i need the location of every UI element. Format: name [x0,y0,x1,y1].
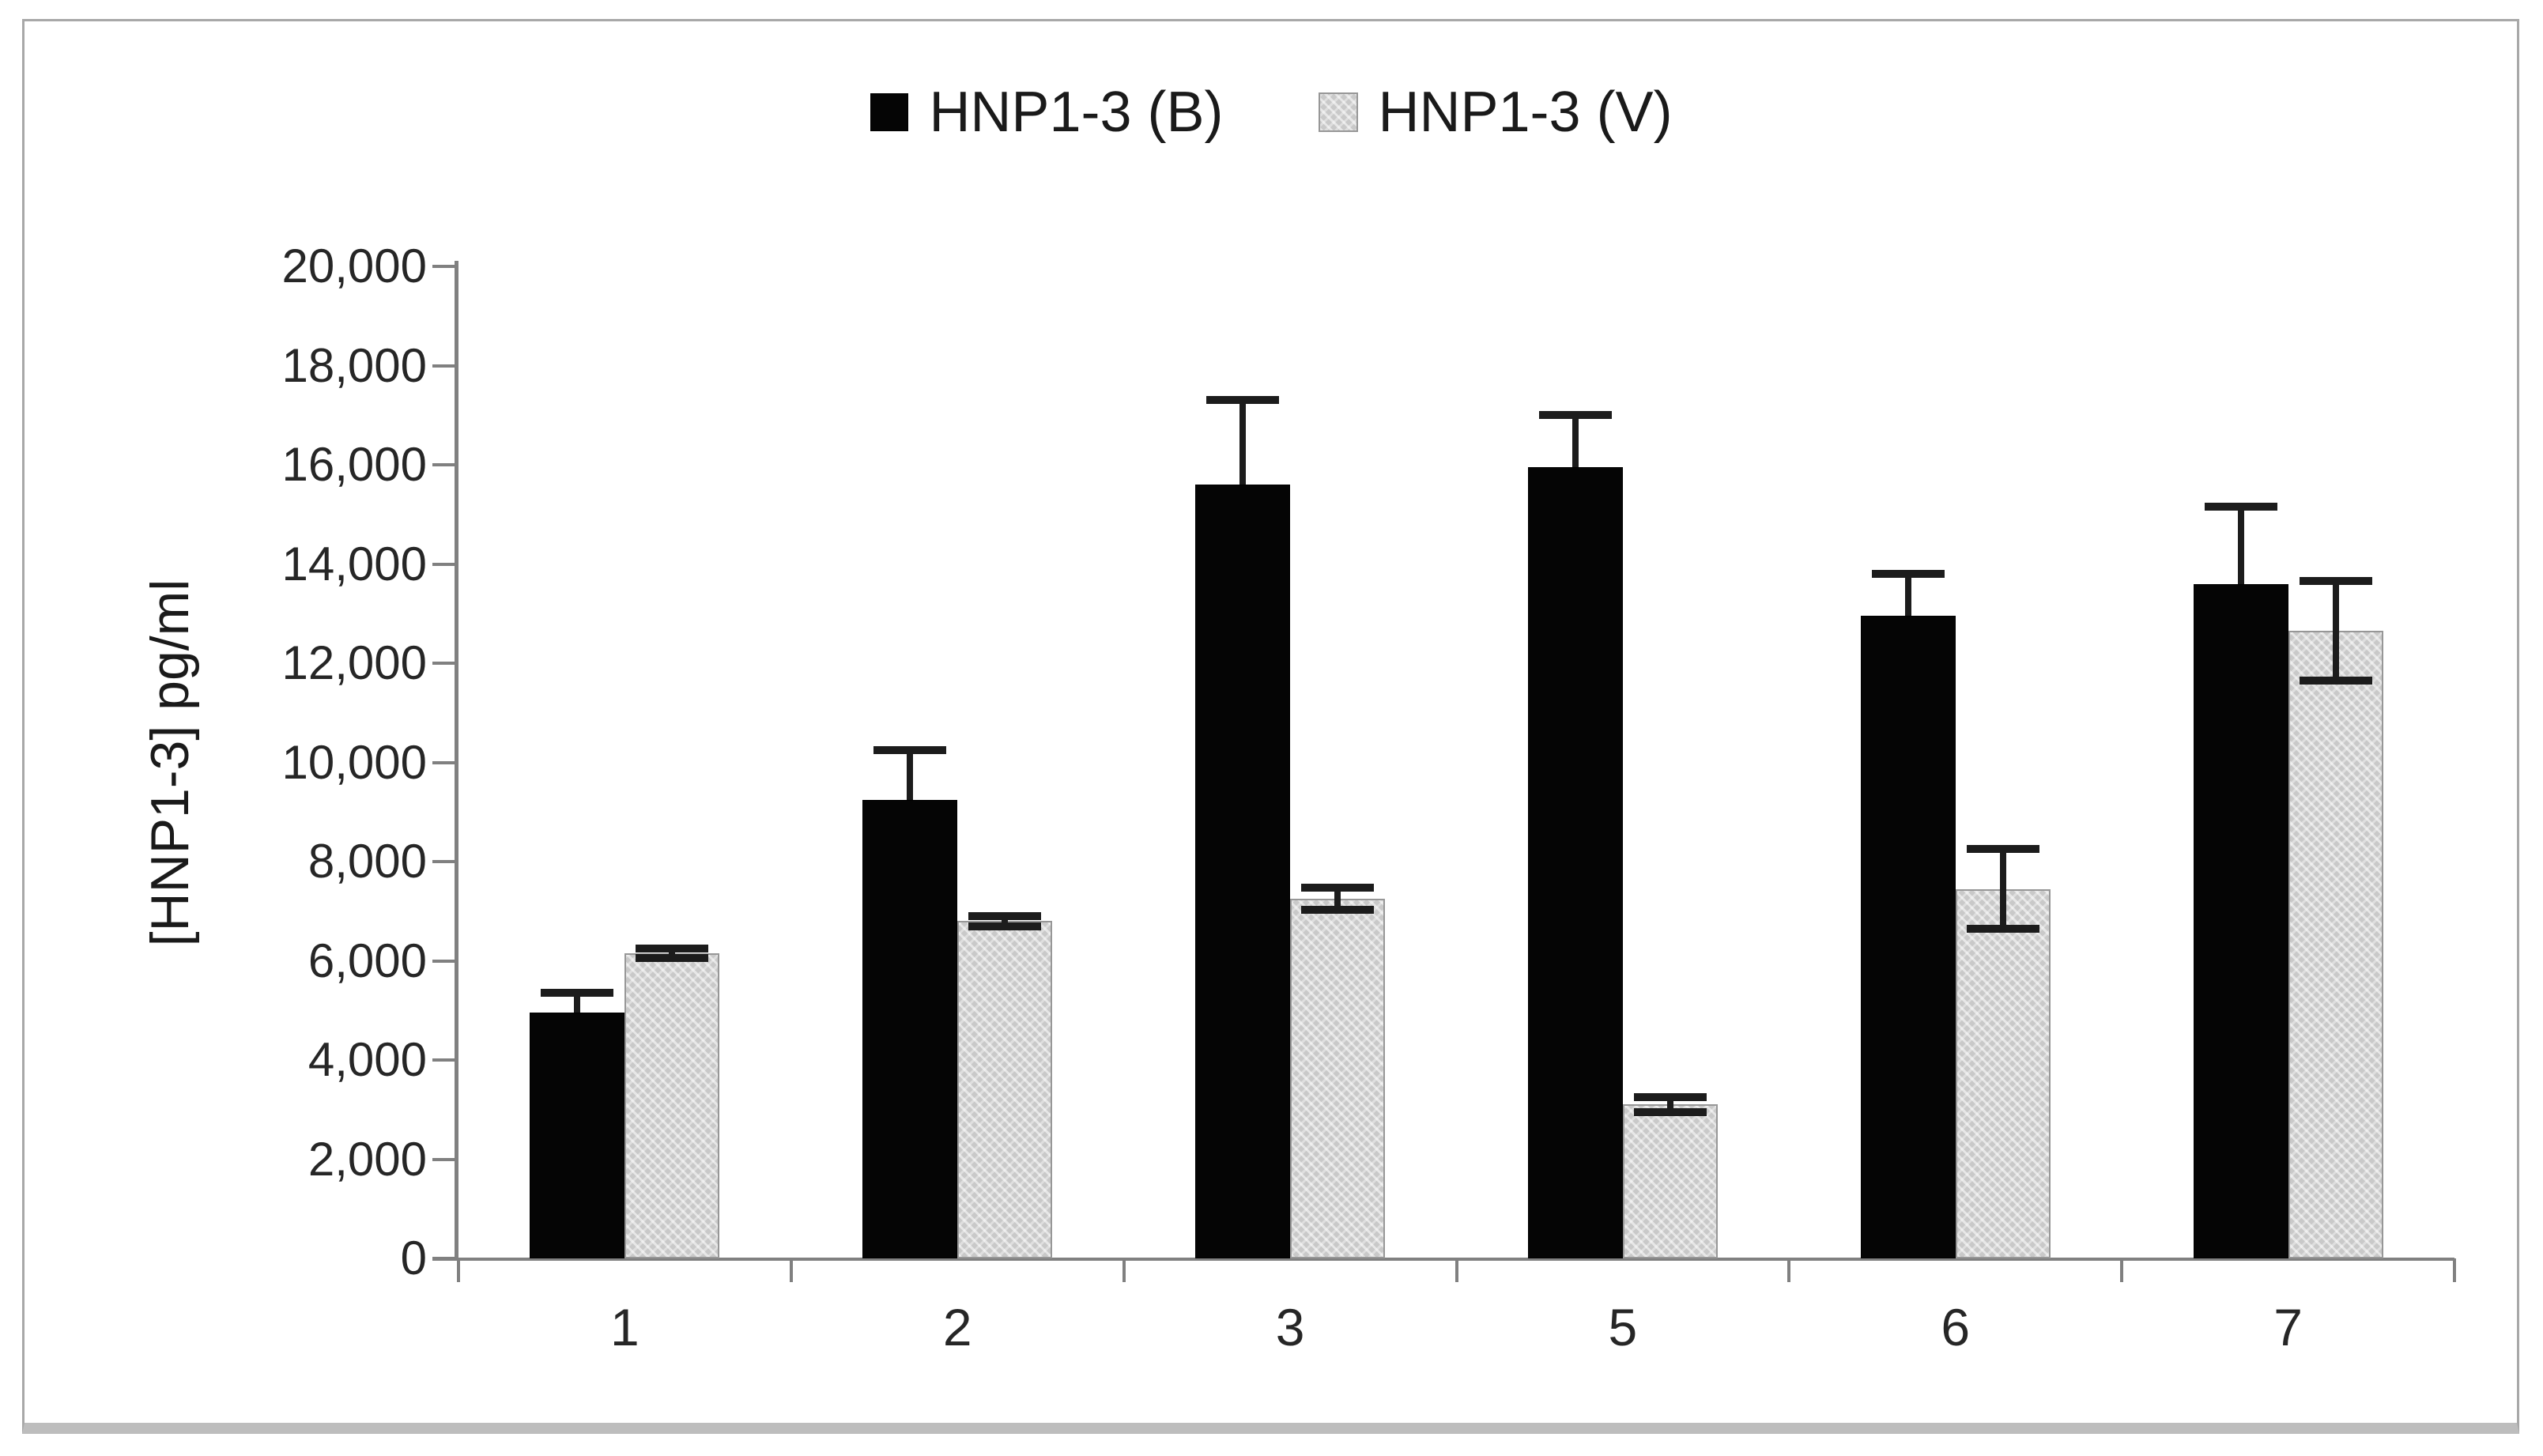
error-whisker-v-cat1 [669,948,676,959]
bar-hnp1-3-b-cat5 [1527,467,1623,1258]
y-tick [432,463,455,466]
x-tick [789,1258,793,1282]
y-tick [432,1157,455,1161]
y-tick-label: 2,000 [307,1132,427,1186]
bar-hnp1-3-v-cat2 [957,921,1053,1258]
error-cap-top-v-cat1 [636,944,709,952]
error-cap-top-v-cat2 [968,912,1042,921]
error-whisker-v-cat6 [1999,849,2006,929]
error-cap-bottom-v-cat7 [2299,676,2372,685]
error-cap-top-b-cat5 [1538,411,1612,420]
y-tick-label: 6,000 [307,934,427,987]
error-cap-top-v-cat7 [2299,577,2372,586]
x-tick [1454,1258,1458,1282]
y-tick [432,662,455,665]
error-whisker-b-cat1 [574,993,581,1013]
y-tick-label: 20,000 [281,240,427,292]
bar-hnp1-3-v-cat5 [1622,1104,1718,1258]
y-tick [432,760,455,764]
y-tick-label: 14,000 [281,537,427,590]
error-whisker-b-cat5 [1571,415,1579,468]
x-tick-label: 5 [1608,1298,1638,1356]
x-tick [2120,1258,2124,1282]
error-cap-top-b-cat3 [1206,396,1280,405]
y-tick-label: 0 [400,1232,427,1284]
error-whisker-b-cat2 [907,749,914,800]
x-tick-label: 1 [610,1298,640,1356]
y-tick-label: 4,000 [307,1033,427,1086]
y-tick [432,860,455,863]
y-tick [432,959,455,963]
x-tick-label: 7 [2273,1298,2303,1356]
error-cap-bottom-v-cat3 [1301,905,1375,914]
x-tick-label: 6 [1941,1298,1971,1356]
x-tick [1122,1258,1126,1282]
error-whisker-v-cat3 [1334,888,1341,910]
error-whisker-v-cat2 [1002,916,1009,926]
y-axis-line [455,261,458,1261]
error-cap-bottom-v-cat2 [968,922,1042,930]
bar-hnp1-3-v-cat6 [1955,888,2051,1258]
error-whisker-v-cat5 [1666,1097,1673,1112]
error-cap-top-b-cat7 [2204,503,2277,511]
error-cap-bottom-v-cat1 [636,954,709,963]
x-tick [1787,1258,1791,1282]
legend-item-hnp1-3-b: HNP1-3 (B) [870,81,1224,144]
error-cap-top-b-cat6 [1871,570,1945,579]
y-tick-label: 10,000 [281,735,427,789]
error-cap-bottom-v-cat6 [1966,924,2039,933]
error-whisker-v-cat7 [2332,581,2339,681]
y-tick [432,265,455,268]
error-whisker-b-cat6 [1904,574,1911,617]
error-cap-top-v-cat5 [1633,1093,1707,1102]
y-tick [432,1058,455,1062]
error-cap-top-v-cat6 [1966,845,2039,854]
legend: HNP1-3 (B) HNP1-3 (V) [0,73,2543,152]
bar-hnp1-3-b-cat7 [2193,583,2288,1258]
bar-hnp1-3-v-cat3 [1290,899,1386,1258]
y-tick-label: 16,000 [281,438,427,491]
y-tick [432,364,455,368]
legend-item-hnp1-3-v: HNP1-3 (V) [1318,81,1673,144]
y-tick-label: 18,000 [281,338,427,392]
legend-label-b: HNP1-3 (B) [929,81,1224,144]
y-tick [432,1257,455,1260]
error-whisker-b-cat7 [2237,507,2244,584]
error-cap-top-b-cat2 [873,745,947,754]
bar-hnp1-3-b-cat3 [1195,485,1291,1258]
error-whisker-b-cat3 [1239,400,1247,485]
x-tick-label: 2 [942,1298,972,1356]
error-cap-top-v-cat3 [1301,884,1375,892]
legend-label-v: HNP1-3 (V) [1378,81,1673,144]
y-tick-label: 12,000 [281,636,427,689]
bar-hnp1-3-v-cat7 [2288,631,2383,1258]
bar-hnp1-3-b-cat6 [1860,616,1956,1258]
legend-swatch-black-icon [870,93,909,131]
error-cap-bottom-v-cat5 [1633,1107,1707,1116]
error-cap-top-b-cat1 [541,989,614,998]
bar-hnp1-3-b-cat1 [530,1013,625,1258]
legend-swatch-gray-icon [1318,92,1358,132]
x-axis-line [432,1258,2454,1261]
y-tick [432,562,455,566]
bar-hnp1-3-b-cat2 [862,799,958,1258]
bar-hnp1-3-v-cat1 [624,953,720,1258]
x-tick-label: 3 [1275,1298,1305,1356]
x-tick [457,1258,460,1282]
y-tick-label: 8,000 [307,835,427,888]
x-tick [2453,1258,2456,1282]
